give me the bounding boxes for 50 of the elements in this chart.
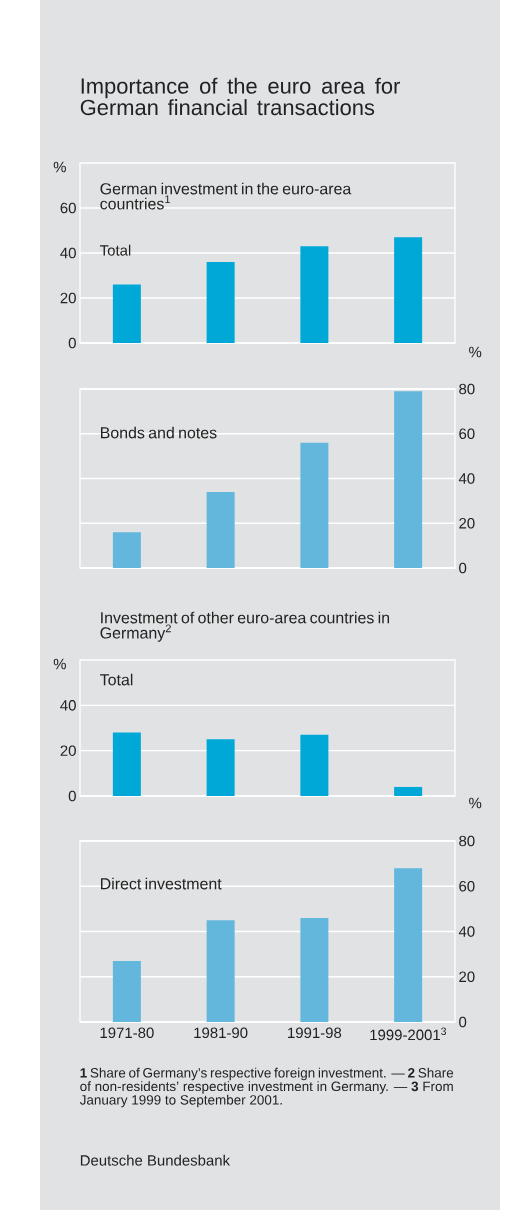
bar	[112, 732, 141, 797]
y-axis-title: %	[469, 346, 482, 358]
y-tick-label: 0	[68, 337, 76, 349]
y-tick-label: 20	[60, 292, 76, 304]
y-tick-label: 20	[459, 517, 475, 529]
y-tick-label: 40	[458, 926, 475, 937]
y-tick-label: 20	[60, 745, 76, 756]
bar	[206, 491, 235, 569]
bar	[394, 237, 423, 343]
bar	[394, 868, 423, 1023]
text: German investment in the euro-area countries$^{1}$	[100, 182, 352, 210]
y-tick-label: 80	[459, 383, 475, 395]
y-tick-label: 0	[459, 1016, 467, 1028]
text: Total	[100, 673, 133, 686]
y-tick-label: 0	[68, 790, 76, 802]
bar	[112, 284, 141, 343]
text: 1 Share of Germany’s respective foreign investment. — 2 Share of non-residents’ respective investment in Germany. — 3 From January 1999 to September 2001.	[79, 1067, 454, 1108]
x-tick-label: 1971-80	[100, 1027, 154, 1039]
bar	[394, 786, 423, 797]
y-tick-label: 40	[60, 247, 76, 259]
bar	[300, 917, 329, 1023]
y-axis-title: %	[469, 797, 482, 809]
bar	[206, 920, 235, 1023]
y-tick-label: 40	[458, 473, 475, 484]
chart-title: Investment of other euro-area countries in Germany$^{2}$	[100, 611, 390, 642]
y-tick-label: 20	[459, 971, 475, 983]
bar	[300, 246, 329, 343]
text: Bonds and notes	[101, 426, 217, 439]
bar	[394, 391, 423, 569]
bar	[112, 532, 141, 569]
text: Deutsche Bundesbank	[80, 1154, 231, 1166]
x-tick-label: 1981-90	[194, 1027, 248, 1039]
bar	[300, 734, 329, 797]
chart-title: Importance of the euro area for German financial transactions	[80, 77, 400, 116]
y-tick-label: 60	[60, 202, 76, 214]
y-tick-label: 40	[60, 700, 76, 711]
y-tick-label: 0	[459, 562, 467, 574]
bar	[112, 960, 141, 1023]
x-tick-label: 1999-2001$^{3}$	[370, 1027, 447, 1041]
bar	[206, 739, 235, 797]
annotation: Total	[100, 244, 131, 256]
y-tick-label: 80	[459, 835, 475, 847]
y-axis-title: %	[53, 161, 66, 173]
bar	[206, 262, 235, 343]
y-tick-label: 60	[459, 428, 475, 440]
y-tick-label: 60	[459, 880, 475, 892]
y-axis-title: %	[53, 658, 66, 670]
text: Direct investment	[101, 877, 222, 890]
x-tick-label: 1991-98	[288, 1027, 342, 1039]
bar	[300, 442, 329, 569]
